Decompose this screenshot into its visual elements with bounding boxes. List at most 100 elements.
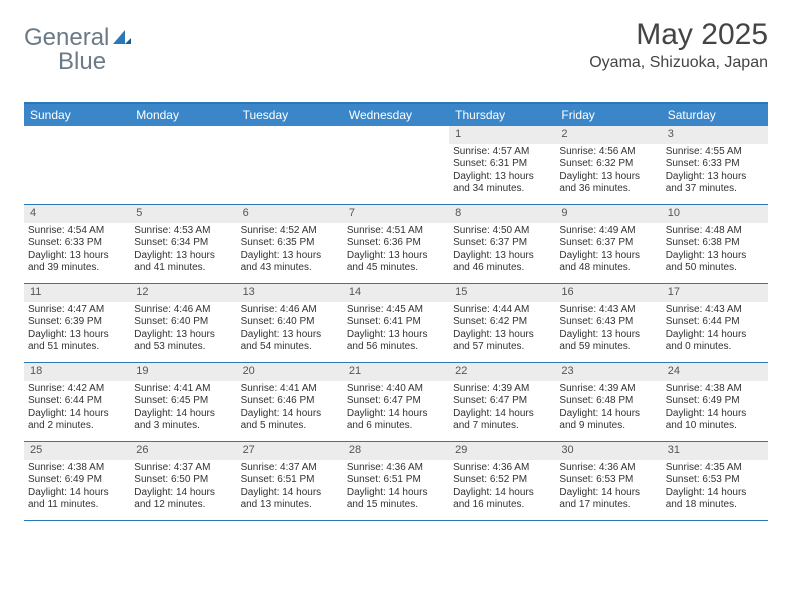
day-number [237, 126, 343, 144]
day-number [24, 126, 130, 144]
location-text: Oyama, Shizuoka, Japan [589, 54, 768, 72]
day-cell: 27 Sunrise: 4:37 AMSunset: 6:51 PMDayligh… [237, 442, 343, 520]
day-cell: 23Sunrise: 4:39 AMSunset: 6:48 PMDayligh… [555, 363, 661, 441]
daylight-text: Daylight: 13 hours and 45 minutes. [347, 250, 445, 275]
daylight-text: Daylight: 13 hours and 41 minutes. [134, 250, 232, 275]
sunrise-text: Sunrise: 4:56 AM [559, 146, 657, 159]
sunset-text: Sunset: 6:51 PM [241, 474, 339, 487]
day-cell: 20Sunrise: 4:41 AMSunset: 6:46 PMDayligh… [237, 363, 343, 441]
sunset-text: Sunset: 6:37 PM [559, 237, 657, 250]
day-header: Friday [555, 104, 661, 126]
sunrise-text: Sunrise: 4:46 AM [134, 304, 232, 317]
sunset-text: Sunset: 6:53 PM [666, 474, 764, 487]
day-number: 13 [237, 284, 343, 302]
daylight-text: Daylight: 14 hours and 16 minutes. [453, 487, 551, 512]
daylight-text: Daylight: 13 hours and 51 minutes. [28, 329, 126, 354]
week-row: 18Sunrise: 4:42 AMSunset: 6:44 PMDayligh… [24, 363, 768, 442]
daylight-text: Daylight: 14 hours and 13 minutes. [241, 487, 339, 512]
day-header: Tuesday [237, 104, 343, 126]
day-header: Thursday [449, 104, 555, 126]
daylight-text: Daylight: 13 hours and 59 minutes. [559, 329, 657, 354]
daylight-text: Daylight: 13 hours and 54 minutes. [241, 329, 339, 354]
daylight-text: Daylight: 14 hours and 6 minutes. [347, 408, 445, 433]
day-header: Sunday [24, 104, 130, 126]
sunrise-text: Sunrise: 4:45 AM [347, 304, 445, 317]
sunset-text: Sunset: 6:34 PM [134, 237, 232, 250]
day-cell: 1Sunrise: 4:57 AMSunset: 6:31 PMDaylight… [449, 126, 555, 204]
day-cell: 16Sunrise: 4:43 AMSunset: 6:43 PMDayligh… [555, 284, 661, 362]
daylight-text: Daylight: 13 hours and 57 minutes. [453, 329, 551, 354]
sunset-text: Sunset: 6:48 PM [559, 395, 657, 408]
sunrise-text: Sunrise: 4:35 AM [666, 462, 764, 475]
day-cell: 11Sunrise: 4:47 AMSunset: 6:39 PMDayligh… [24, 284, 130, 362]
day-cell: 9Sunrise: 4:49 AMSunset: 6:37 PMDaylight… [555, 205, 661, 283]
day-number: 5 [130, 205, 236, 223]
sunrise-text: Sunrise: 4:41 AM [134, 383, 232, 396]
day-number: 22 [449, 363, 555, 381]
day-header: Wednesday [343, 104, 449, 126]
day-number: 18 [24, 363, 130, 381]
daylight-text: Daylight: 14 hours and 11 minutes. [28, 487, 126, 512]
sunrise-text: Sunrise: 4:51 AM [347, 225, 445, 238]
day-cell: 15Sunrise: 4:44 AMSunset: 6:42 PMDayligh… [449, 284, 555, 362]
day-number: 9 [555, 205, 661, 223]
day-cell [237, 126, 343, 204]
day-cell [130, 126, 236, 204]
day-number: 28 [343, 442, 449, 460]
calendar: SundayMondayTuesdayWednesdayThursdayFrid… [24, 102, 768, 521]
daylight-text: Daylight: 13 hours and 34 minutes. [453, 171, 551, 196]
daylight-text: Daylight: 14 hours and 15 minutes. [347, 487, 445, 512]
day-cell: 8Sunrise: 4:50 AMSunset: 6:37 PMDaylight… [449, 205, 555, 283]
daylight-text: Daylight: 13 hours and 56 minutes. [347, 329, 445, 354]
day-number: 3 [662, 126, 768, 144]
sunrise-text: Sunrise: 4:36 AM [347, 462, 445, 475]
daylight-text: Daylight: 14 hours and 2 minutes. [28, 408, 126, 433]
day-cell: 31Sunrise: 4:35 AMSunset: 6:53 PMDayligh… [662, 442, 768, 520]
daylight-text: Daylight: 13 hours and 43 minutes. [241, 250, 339, 275]
day-cell: 6Sunrise: 4:52 AMSunset: 6:35 PMDaylight… [237, 205, 343, 283]
sunrise-text: Sunrise: 4:38 AM [666, 383, 764, 396]
sunset-text: Sunset: 6:33 PM [28, 237, 126, 250]
day-number: 6 [237, 205, 343, 223]
day-cell: 14Sunrise: 4:45 AMSunset: 6:41 PMDayligh… [343, 284, 449, 362]
day-header: Monday [130, 104, 236, 126]
day-number: 19 [130, 363, 236, 381]
sunset-text: Sunset: 6:50 PM [134, 474, 232, 487]
daylight-text: Daylight: 14 hours and 12 minutes. [134, 487, 232, 512]
day-cell: 4Sunrise: 4:54 AMSunset: 6:33 PMDaylight… [24, 205, 130, 283]
sunrise-text: Sunrise: 4:37 AM [241, 462, 339, 475]
daylight-text: Daylight: 14 hours and 0 minutes. [666, 329, 764, 354]
logo-text-2: Blue [58, 48, 106, 75]
sunset-text: Sunset: 6:43 PM [559, 316, 657, 329]
title-block: May 2025 Oyama, Shizuoka, Japan [589, 18, 768, 72]
daylight-text: Daylight: 13 hours and 37 minutes. [666, 171, 764, 196]
day-header-row: SundayMondayTuesdayWednesdayThursdayFrid… [24, 104, 768, 126]
sunset-text: Sunset: 6:52 PM [453, 474, 551, 487]
sunset-text: Sunset: 6:36 PM [347, 237, 445, 250]
daylight-text: Daylight: 13 hours and 48 minutes. [559, 250, 657, 275]
day-number: 24 [662, 363, 768, 381]
day-number: 4 [24, 205, 130, 223]
day-number: 1 [449, 126, 555, 144]
sunset-text: Sunset: 6:41 PM [347, 316, 445, 329]
sunrise-text: Sunrise: 4:55 AM [666, 146, 764, 159]
daylight-text: Daylight: 14 hours and 5 minutes. [241, 408, 339, 433]
day-cell: 24Sunrise: 4:38 AMSunset: 6:49 PMDayligh… [662, 363, 768, 441]
daylight-text: Daylight: 14 hours and 17 minutes. [559, 487, 657, 512]
day-number: 27 [237, 442, 343, 460]
day-cell: 29Sunrise: 4:36 AMSunset: 6:52 PMDayligh… [449, 442, 555, 520]
day-number [130, 126, 236, 144]
day-number [343, 126, 449, 144]
sunrise-text: Sunrise: 4:43 AM [666, 304, 764, 317]
day-cell: 25Sunrise: 4:38 AMSunset: 6:49 PMDayligh… [24, 442, 130, 520]
sunrise-text: Sunrise: 4:36 AM [559, 462, 657, 475]
sunset-text: Sunset: 6:46 PM [241, 395, 339, 408]
sunset-text: Sunset: 6:37 PM [453, 237, 551, 250]
sunrise-text: Sunrise: 4:47 AM [28, 304, 126, 317]
sunset-text: Sunset: 6:42 PM [453, 316, 551, 329]
sunrise-text: Sunrise: 4:50 AM [453, 225, 551, 238]
day-number: 26 [130, 442, 236, 460]
day-cell [343, 126, 449, 204]
day-cell: 28Sunrise: 4:36 AMSunset: 6:51 PMDayligh… [343, 442, 449, 520]
sunrise-text: Sunrise: 4:36 AM [453, 462, 551, 475]
